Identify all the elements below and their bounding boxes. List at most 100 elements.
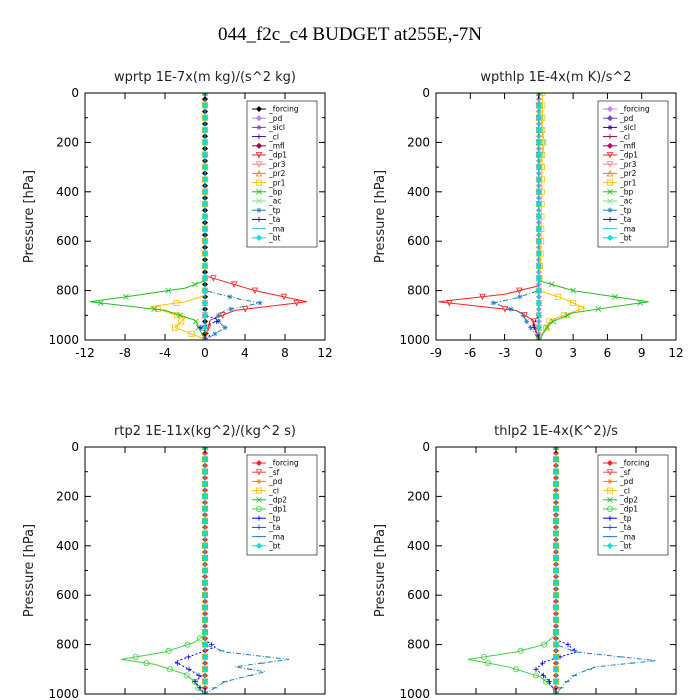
series-point: [215, 312, 221, 318]
series-point: [201, 114, 209, 121]
series-point: [214, 318, 220, 325]
legend-marker: [256, 124, 262, 130]
legend-entry: _forcing: [619, 105, 650, 114]
legend-marker: [256, 496, 262, 503]
y-tick-label: 400: [56, 539, 79, 553]
series-point: [201, 275, 209, 282]
series-point: [280, 293, 288, 301]
legend-entry: _tp: [268, 206, 281, 215]
series-point: [166, 666, 173, 673]
series-point: [201, 481, 209, 488]
legend-entry: _pr3: [619, 160, 637, 169]
legend-marker: [606, 234, 614, 241]
series-point: [554, 293, 561, 300]
y-tick-label: 200: [407, 489, 430, 503]
series-point: [123, 293, 129, 300]
series-line-pr1: [538, 93, 586, 340]
series-point: [535, 287, 542, 294]
legend-box: [246, 454, 318, 556]
series-point: [201, 555, 209, 562]
y-tick-label: 600: [407, 234, 430, 248]
legend-entry: _ma: [619, 224, 636, 233]
series-point: [544, 324, 550, 331]
legend-marker: [256, 515, 262, 521]
legend-marker: [606, 542, 614, 549]
series-point: [293, 299, 300, 307]
legend-entry: _bt: [268, 234, 281, 243]
series-point: [480, 653, 487, 660]
legend-entry: _pr2: [268, 169, 286, 178]
legend-entry: _tp: [619, 206, 632, 215]
series-point: [201, 188, 209, 195]
y-tick-label: 200: [407, 135, 430, 149]
series-point: [201, 456, 209, 463]
series-point: [550, 318, 557, 325]
series-point: [192, 281, 198, 288]
series-point: [143, 660, 150, 667]
series-point: [201, 493, 209, 500]
legend-marker: [606, 169, 614, 177]
series-point: [188, 330, 195, 337]
legend-marker: [607, 179, 614, 186]
series-point: [201, 505, 209, 512]
series-point: [201, 542, 209, 549]
legend-entry: _pr1: [268, 178, 286, 187]
series-point: [564, 312, 571, 319]
y-axis-label: Pressure [hPa]: [373, 170, 388, 263]
legend-entry: _ta: [619, 215, 631, 224]
x-tick-label: -9: [430, 346, 442, 360]
y-tick-label: 600: [407, 588, 430, 602]
legend-entry: _dp1: [619, 151, 638, 160]
series-point: [552, 666, 560, 673]
legend-entry: _pd: [268, 477, 283, 486]
series-line-ma: [555, 447, 657, 694]
legend-entry: _dp1: [268, 505, 287, 514]
legend-entry: _ta: [619, 523, 631, 532]
series-point: [552, 530, 560, 537]
y-tick-label: 400: [407, 539, 430, 553]
series-point: [552, 493, 560, 500]
series-point: [479, 293, 486, 301]
series-point: [637, 300, 644, 306]
legend-entry: _bt: [268, 542, 281, 551]
legend-marker: [607, 134, 613, 140]
series-point: [183, 672, 190, 679]
series-point: [552, 555, 560, 562]
series-point: [201, 530, 209, 537]
legend: _forcing_pd_sicl_cl_mfl_dp1_pr3_pr2_pr1_…: [246, 100, 318, 248]
series-point: [186, 666, 192, 672]
series-point: [552, 653, 560, 660]
legend-entry: _cl: [619, 132, 630, 141]
y-tick-label: 600: [56, 588, 79, 602]
series-point: [178, 318, 185, 325]
series-point: [201, 616, 209, 623]
series-point: [151, 306, 158, 313]
legend-entry: _ac: [268, 197, 281, 206]
y-tick-label: 200: [56, 489, 79, 503]
series-point: [548, 281, 555, 288]
y-tick-label: 0: [71, 440, 79, 454]
series-point: [97, 300, 104, 306]
series-point: [535, 164, 542, 171]
x-tick-label: 3: [569, 346, 577, 360]
series-point: [201, 127, 209, 134]
series-point: [201, 299, 209, 306]
y-tick-label: 0: [71, 86, 79, 100]
series-point: [230, 281, 238, 288]
legend-entry: _tp: [268, 514, 281, 523]
series-point: [201, 250, 209, 257]
series-point: [535, 127, 542, 134]
series-point: [540, 660, 546, 666]
series-point: [541, 139, 548, 146]
legend-marker: [256, 478, 262, 484]
series-point: [196, 635, 203, 642]
series-point: [201, 213, 209, 220]
series-point: [197, 685, 203, 691]
series-point: [201, 567, 209, 574]
series-point: [552, 579, 560, 586]
legend-marker: [607, 515, 613, 521]
series-point: [201, 518, 209, 525]
series-point: [570, 287, 577, 294]
series-point: [201, 164, 209, 171]
